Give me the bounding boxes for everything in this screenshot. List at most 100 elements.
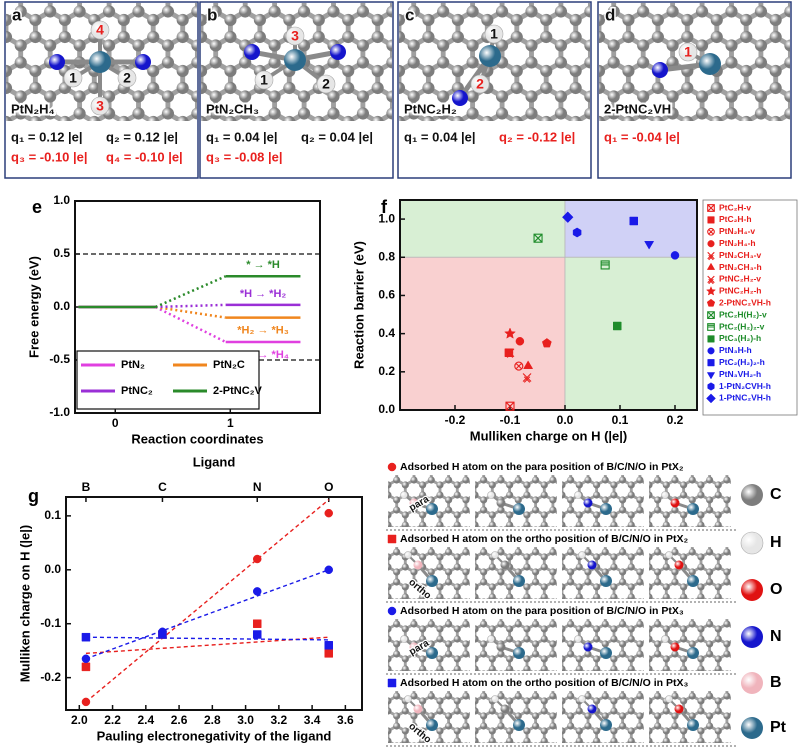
atom — [475, 481, 479, 489]
atom — [562, 481, 566, 489]
marker — [707, 347, 715, 355]
atom — [593, 491, 601, 499]
structure — [562, 691, 644, 743]
atom — [224, 13, 237, 27]
atom — [367, 685, 374, 692]
atom — [723, 712, 731, 720]
atom — [358, 466, 365, 473]
atom — [284, 49, 306, 71]
atom — [298, 0, 310, 1]
atom — [540, 635, 548, 643]
atom — [453, 707, 461, 715]
atom — [567, 446, 574, 453]
atom — [488, 593, 496, 599]
atom — [680, 521, 688, 527]
atom — [584, 56, 590, 69]
atom — [695, 5, 709, 18]
atom — [637, 5, 650, 18]
atom — [540, 13, 553, 27]
atom — [393, 568, 401, 576]
atom — [610, 553, 618, 561]
atom — [427, 496, 435, 504]
atom — [497, 446, 504, 453]
atom — [619, 692, 627, 700]
atom — [367, 727, 374, 734]
atom — [627, 583, 635, 591]
atom — [584, 568, 592, 576]
atom — [680, 727, 688, 735]
atom — [567, 506, 575, 514]
atom — [671, 712, 679, 720]
atom — [453, 737, 461, 743]
atom — [376, 526, 383, 533]
y-tick-label: 0.4 — [378, 326, 395, 340]
atom — [14, 5, 27, 18]
atom — [549, 712, 557, 720]
atom — [453, 635, 461, 643]
atom — [710, 30, 723, 44]
row-caption: Adsorbed H atom on the para position of … — [400, 605, 684, 617]
atom — [584, 712, 592, 720]
atom — [627, 707, 635, 715]
atom — [687, 503, 699, 515]
atom — [394, 670, 399, 671]
atom — [388, 655, 392, 663]
atom — [600, 503, 612, 515]
atom — [723, 506, 731, 514]
atom — [584, 39, 590, 52]
atom — [514, 548, 522, 556]
atom — [627, 491, 635, 499]
marker — [707, 204, 715, 212]
atom — [636, 446, 643, 453]
atom — [410, 662, 417, 669]
atom — [386, 107, 392, 120]
atom — [453, 727, 461, 735]
atom — [707, 526, 712, 527]
marker — [504, 348, 514, 357]
atom — [367, 521, 374, 528]
x-axis-title: Mulliken charge on H (|e|) — [470, 428, 628, 443]
atom — [445, 712, 453, 720]
trend-line — [85, 569, 329, 660]
marker — [387, 462, 397, 472]
atom — [636, 620, 644, 628]
atom — [464, 670, 468, 671]
atom — [453, 655, 461, 663]
atom — [638, 598, 642, 599]
atom — [697, 583, 705, 591]
atom — [567, 650, 575, 658]
atom — [741, 446, 748, 453]
marker — [324, 508, 333, 518]
atom — [523, 737, 531, 743]
atom — [525, 90, 538, 103]
atom — [117, 13, 130, 27]
atom — [429, 670, 434, 671]
atom — [388, 697, 392, 705]
atom — [636, 548, 644, 556]
atom — [525, 56, 538, 69]
atom — [29, 64, 42, 78]
atom — [412, 526, 416, 527]
atom — [499, 742, 503, 743]
atom — [689, 538, 696, 545]
atom — [427, 712, 435, 720]
atom — [622, 115, 635, 121]
atom — [732, 523, 739, 530]
atom — [706, 496, 714, 504]
atom — [740, 531, 764, 555]
panel-label: b — [207, 5, 217, 24]
atom — [549, 496, 557, 504]
marker — [644, 241, 655, 250]
atom — [399, 115, 405, 121]
marker — [81, 697, 91, 707]
atom — [749, 665, 756, 672]
atom — [654, 518, 661, 525]
atom — [567, 518, 574, 525]
atom — [506, 655, 514, 663]
atom — [714, 727, 722, 735]
charge: q₁ = 0.04 |e| — [206, 129, 278, 144]
atom — [710, 81, 723, 95]
atom — [569, 64, 582, 78]
atom — [388, 583, 392, 591]
atom — [680, 491, 688, 499]
